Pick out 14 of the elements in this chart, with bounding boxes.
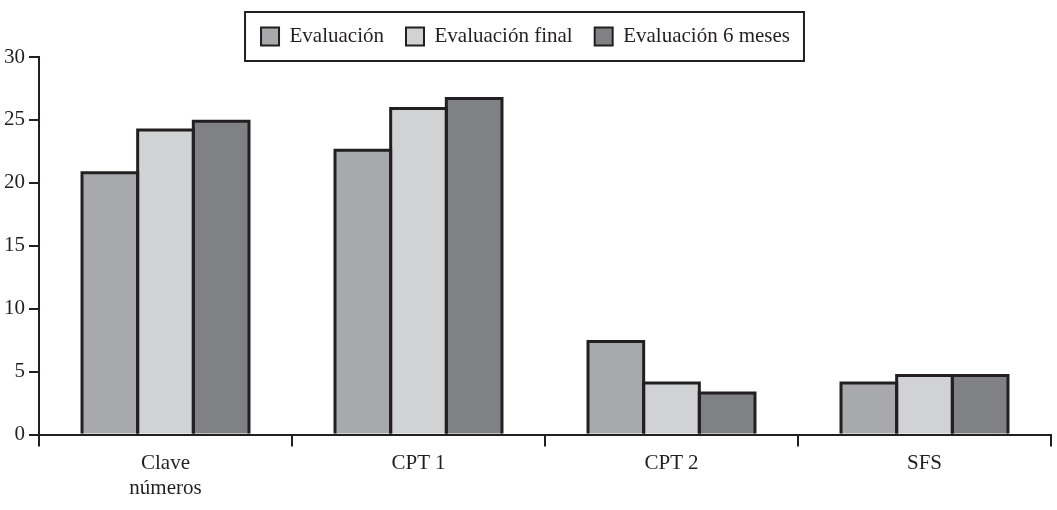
y-tick-label: 15 xyxy=(4,232,25,257)
x-tick-label: CPT 1 xyxy=(391,449,446,474)
x-tick-label: Clave números xyxy=(129,449,202,499)
y-tick-label: 25 xyxy=(4,106,25,131)
legend-label: Evaluación 6 meses xyxy=(623,23,790,48)
y-tick-label: 30 xyxy=(4,43,25,68)
y-tick-label: 5 xyxy=(14,358,25,383)
x-tick-label: CPT 2 xyxy=(644,449,699,474)
x-tick-label: SFS xyxy=(906,449,943,474)
y-tick-label: 20 xyxy=(4,169,25,194)
legend-label: Evaluación final xyxy=(434,23,573,48)
y-tick-label: 10 xyxy=(4,295,25,320)
legend-label: Evaluación xyxy=(289,23,385,48)
y-tick-label: 0 xyxy=(14,421,25,446)
